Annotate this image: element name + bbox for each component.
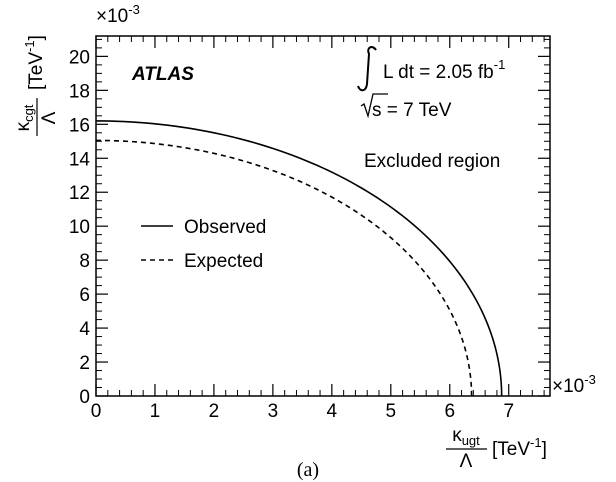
y-tick-label: 2 — [79, 353, 90, 374]
y-tick-label: 14 — [69, 149, 91, 170]
sqrt-sign — [360, 93, 388, 119]
atlas-label: ATLAS — [131, 64, 194, 85]
plot-frame — [95, 35, 551, 397]
y-label-denominator: Λ — [39, 111, 60, 124]
legend-label-observed: Observed — [184, 217, 266, 238]
expected-curve — [95, 139, 473, 397]
x-tick-label: 6 — [444, 401, 455, 422]
x-tick-label: 1 — [150, 401, 161, 422]
x-label-denominator: Λ — [460, 451, 473, 472]
y-tick-labels: 0 2 4 6 8 10 12 14 16 18 20 — [69, 47, 91, 408]
excluded-region-label: Excluded region — [364, 151, 500, 172]
x-tick-label: 2 — [209, 401, 220, 422]
figure-caption: (a) — [297, 459, 319, 481]
y-tick-label: 18 — [69, 81, 90, 102]
y-multiplier: ×10-3 — [96, 2, 140, 27]
x-label-unit: [TeV-1] — [492, 435, 547, 460]
minor-ticks — [96, 36, 550, 396]
x-tick-label: 7 — [503, 401, 514, 422]
x-label-numerator: κugt — [452, 425, 480, 448]
x-tick-label: 5 — [386, 401, 397, 422]
x-tick-label: 4 — [327, 401, 338, 422]
x-tick-label: 3 — [268, 401, 279, 422]
x-multiplier: ×10-3 — [552, 372, 596, 397]
integral-sign — [357, 46, 377, 92]
x-tick-labels: 0 1 2 3 4 5 6 7 — [91, 401, 514, 422]
legend-label-expected: Expected — [184, 251, 263, 272]
luminosity-label: L dt = 2.05 fb-1 — [383, 57, 505, 83]
y-tick-label: 16 — [69, 115, 90, 136]
y-tick-label: 20 — [69, 47, 90, 68]
y-tick-label: 4 — [79, 319, 90, 340]
energy-label: s = 7 TeV — [372, 100, 452, 121]
major-ticks — [95, 36, 550, 397]
observed-curve — [95, 120, 503, 397]
y-axis-label: κcgt Λ [TeV-1] — [13, 35, 60, 136]
x-axis-label: κugt Λ [TeV-1] — [446, 425, 547, 472]
y-tick-label: 0 — [79, 387, 90, 408]
y-tick-label: 8 — [79, 251, 90, 272]
legend: Observed Expected — [141, 217, 266, 272]
y-label-numerator: κcgt — [13, 104, 36, 131]
x-tick-label: 0 — [91, 401, 102, 422]
y-tick-label: 12 — [69, 183, 90, 204]
y-tick-label: 10 — [69, 217, 90, 238]
y-label-unit: [TeV-1] — [22, 35, 47, 90]
y-tick-label: 6 — [79, 285, 90, 306]
